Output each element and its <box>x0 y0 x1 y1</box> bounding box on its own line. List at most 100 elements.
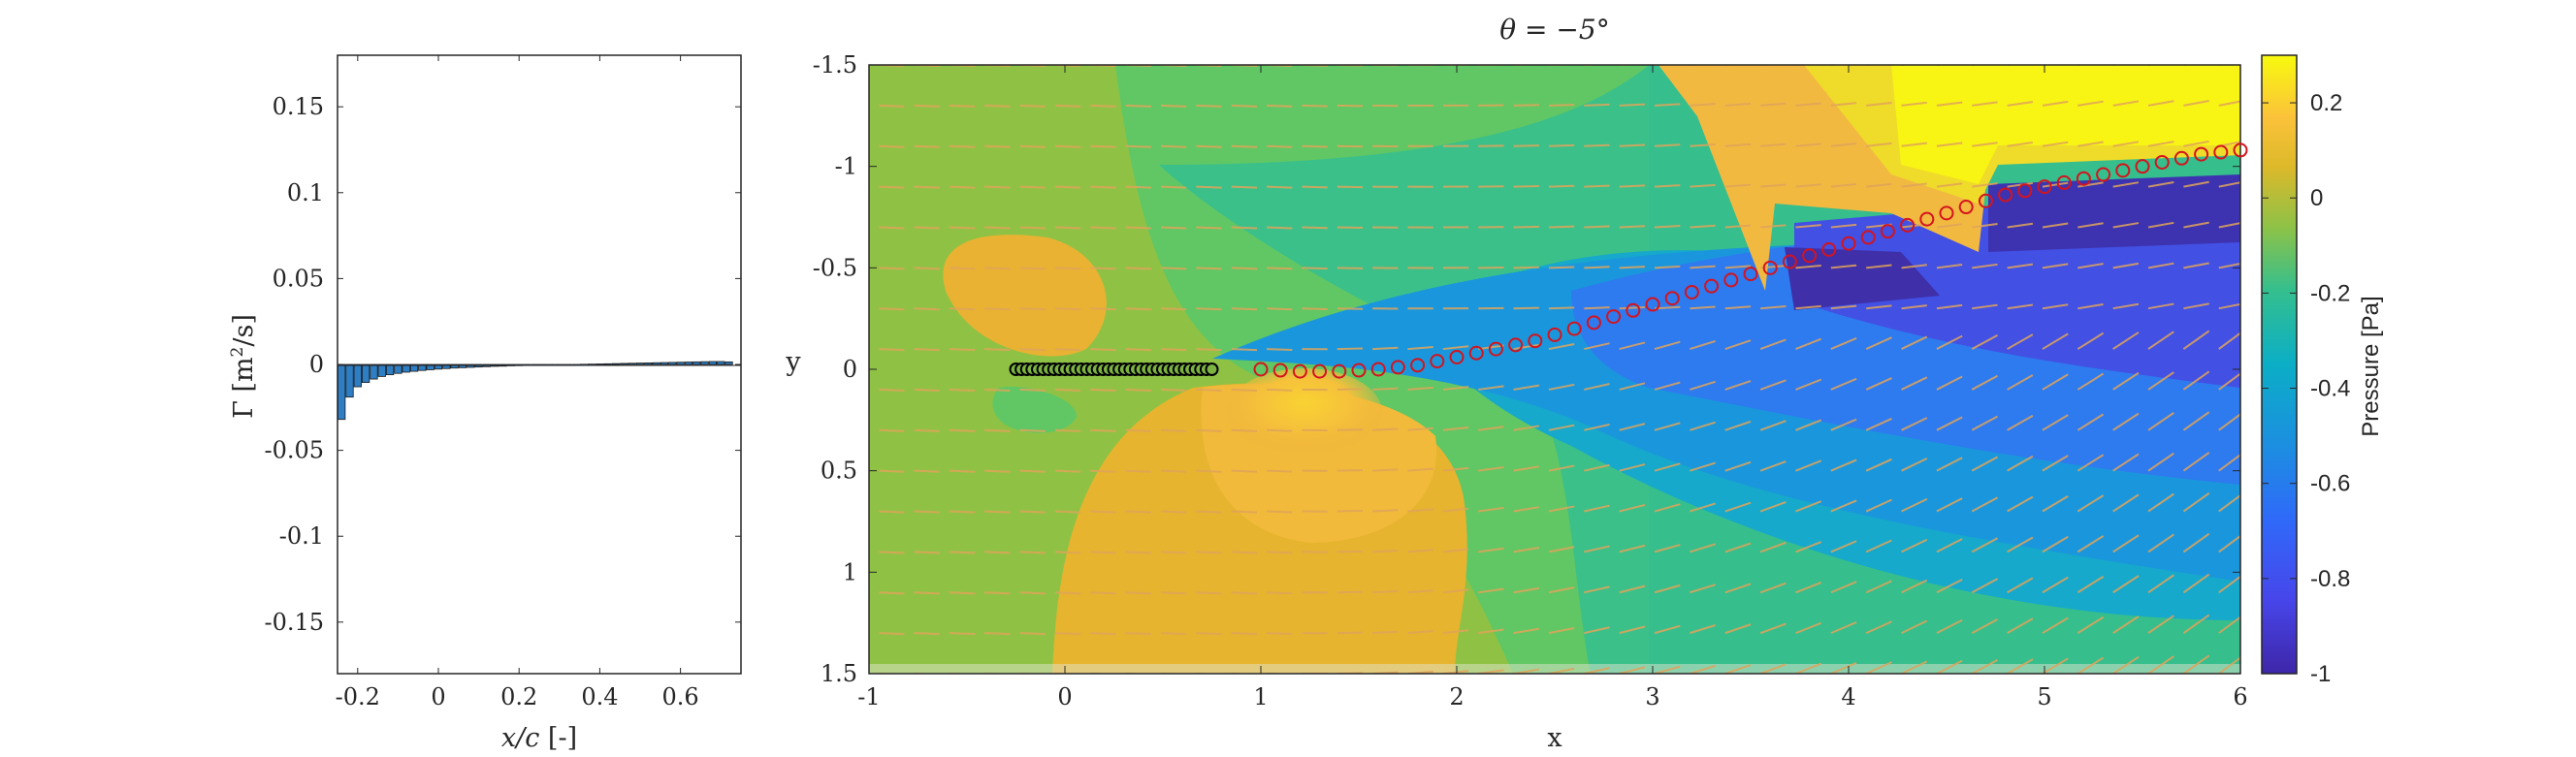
velocity-arrow <box>1513 144 1539 147</box>
velocity-arrow <box>1584 225 1610 229</box>
velocity-arrow <box>1795 102 1821 107</box>
velocity-arrow <box>1336 631 1364 635</box>
velocity-arrow <box>1019 226 1046 230</box>
velocity-arrow <box>2077 141 2104 147</box>
velocity-arrow <box>2077 656 2105 674</box>
velocity-arrow <box>879 388 905 392</box>
velocity-arrow <box>1442 386 1469 391</box>
velocity-arrow <box>1054 144 1081 148</box>
bar <box>450 363 459 369</box>
velocity-arrow <box>1936 223 1963 229</box>
velocity-arrow <box>1971 415 1998 431</box>
velocity-arrow <box>1830 377 1857 391</box>
velocity-arrow <box>1795 224 1821 229</box>
velocity-arrow <box>1865 539 1892 553</box>
velocity-arrow <box>1724 183 1752 188</box>
velocity-arrow <box>2182 370 2210 391</box>
velocity-arrow <box>1759 379 1787 391</box>
velocity-arrow <box>984 632 1011 636</box>
velocity-arrow <box>1513 465 1540 472</box>
velocity-arrow <box>1972 263 1998 269</box>
velocity-arrow <box>1267 591 1293 595</box>
velocity-arrow <box>1019 469 1046 473</box>
velocity-arrow <box>1125 632 1151 636</box>
velocity-arrow <box>1654 305 1681 310</box>
velocity-arrow <box>1231 226 1257 230</box>
velocity-arrow <box>2147 655 2174 674</box>
velocity-arrow <box>1125 226 1151 230</box>
velocity-arrow <box>1302 144 1328 148</box>
velocity-arrow <box>1336 104 1364 108</box>
velocity-arrow <box>949 388 976 392</box>
velocity-arrow <box>2147 331 2174 350</box>
velocity-arrow <box>1196 185 1222 189</box>
velocity-arrow <box>879 428 905 432</box>
velocity-arrow <box>1584 545 1610 553</box>
velocity-arrow <box>1724 224 1752 229</box>
velocity-arrow <box>1901 538 1928 553</box>
velocity-arrow <box>1760 305 1787 310</box>
velocity-arrow <box>1054 104 1081 108</box>
velocity-arrow <box>2183 221 2209 229</box>
velocity-arrow <box>1866 142 1892 147</box>
bar <box>660 362 669 365</box>
bar-y-tick-label: 0 <box>309 351 324 378</box>
bar <box>587 363 596 366</box>
velocity-arrow <box>1690 339 1716 351</box>
velocity-arrow <box>1196 104 1222 108</box>
bar-x-tick-label: 0.6 <box>662 683 699 710</box>
velocity-arrow <box>1584 626 1610 635</box>
bar-axis-ticks: -0.2 0 0.2 0.4 0.6 0.15 0.1 0.05 0 -0.05 -0.1 -0.15 <box>264 55 741 710</box>
velocity-arrow <box>1865 661 1892 674</box>
velocity-arrow <box>1901 335 1928 350</box>
wake-marker <box>1762 260 1778 275</box>
velocity-arrow <box>1795 581 1822 594</box>
plate-marker <box>1205 363 1219 376</box>
bar-y-tick-label: -0.15 <box>264 609 324 636</box>
velocity-arrow <box>1478 587 1504 594</box>
velocity-arrow <box>1830 661 1857 674</box>
velocity-arrow <box>2147 371 2174 391</box>
velocity-arrow <box>2042 181 2069 188</box>
velocity-arrow <box>1936 416 1963 431</box>
velocity-arrow <box>2007 101 2034 107</box>
bar <box>418 363 427 371</box>
velocity-arrow <box>1936 457 1963 472</box>
wake-marker <box>1821 241 1837 257</box>
velocity-arrow <box>1724 460 1752 472</box>
velocity-arrow <box>1971 496 1998 513</box>
velocity-arrow <box>1619 143 1645 147</box>
bar <box>676 362 685 365</box>
velocity-arrow <box>1584 143 1610 147</box>
velocity-arrow <box>1795 500 1822 513</box>
velocity-arrow <box>914 632 940 636</box>
wake-marker <box>1704 278 1720 294</box>
velocity-arrow <box>1125 469 1151 473</box>
field-x-tick-label: 1 <box>1253 683 1268 710</box>
bar-y-axis-label: Γ [m2/s] <box>228 314 259 419</box>
velocity-arrow <box>1795 662 1822 674</box>
velocity-arrow <box>1901 660 1928 674</box>
velocity-arrow <box>1795 183 1821 188</box>
velocity-arrow <box>1971 374 1998 391</box>
velocity-arrow <box>1302 307 1328 310</box>
velocity-arrow <box>1160 307 1187 311</box>
bar <box>620 363 628 365</box>
velocity-arrow <box>1231 307 1257 311</box>
velocity-arrow <box>1901 579 1928 594</box>
velocity-arrow <box>2042 332 2069 350</box>
velocity-arrow <box>1690 305 1716 310</box>
velocity-arrow <box>914 226 940 230</box>
wake-marker <box>1488 341 1503 357</box>
velocity-arrow <box>1513 627 1540 635</box>
velocity-arrow <box>1865 457 1892 472</box>
velocity-arrow <box>1865 498 1892 513</box>
velocity-arrow <box>2112 575 2140 594</box>
velocity-arrow <box>1160 104 1187 108</box>
velocity-arrow <box>1759 420 1787 431</box>
velocity-arrow <box>1795 621 1822 635</box>
velocity-arrow <box>2077 535 2105 553</box>
velocity-arrow <box>1690 103 1716 107</box>
velocity-arrow <box>1407 467 1433 472</box>
